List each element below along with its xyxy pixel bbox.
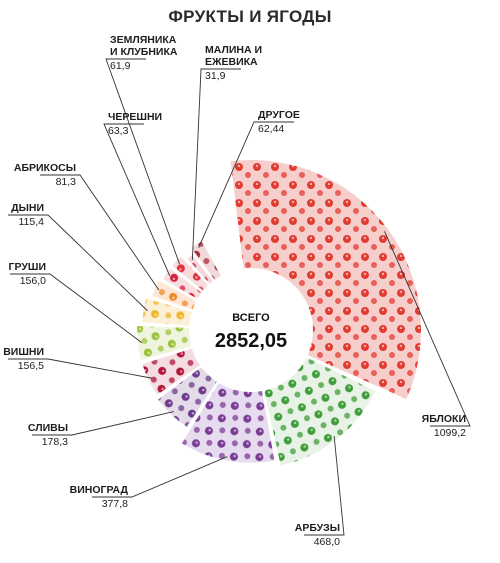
slice-label-5: ВИШНИ [3, 346, 44, 358]
slice-6 [137, 326, 192, 360]
leader-line-2 [304, 435, 345, 536]
leader-line-6 [10, 273, 143, 344]
slice-8 [152, 281, 197, 310]
leader-line-3 [92, 456, 228, 498]
slice-value-5: 156,5 [18, 360, 44, 372]
slice-label-8: АБРИКОСЫ [14, 162, 76, 174]
slice-2 [264, 357, 376, 466]
slice-label-9: ЧЕРЕШНИ [108, 111, 162, 123]
slice-label-11-line-2: ЕЖЕВИКА [205, 56, 258, 68]
leader-lines [8, 58, 471, 536]
leader-line-11 [191, 68, 241, 260]
slice-label-10-line-2: И КЛУБНИКА [110, 46, 178, 58]
leader-line-8 [40, 174, 160, 291]
slice-7 [142, 298, 192, 326]
leader-line-4 [32, 411, 175, 436]
center-hole [194, 273, 308, 387]
leader-line-5 [8, 358, 153, 379]
slice-3 [181, 382, 275, 463]
leader-line-10 [105, 58, 180, 265]
slice-label-1: ЯБЛОКИ [422, 413, 466, 425]
slice-label-7: ДЫНИ [11, 202, 44, 214]
slice-label-6: ГРУШИ [9, 261, 46, 273]
slice-value-8: 81,3 [56, 176, 77, 188]
slice-value-6: 156,0 [20, 275, 46, 287]
slice-5 [142, 348, 200, 395]
slice-label-4: СЛИВЫ [28, 422, 68, 434]
leader-line-9 [103, 123, 171, 277]
slice-10 [172, 256, 209, 291]
chart-title: ФРУКТЫ И ЯГОДЫ [168, 7, 331, 26]
slice-label-10-line-1: ЗЕМЛЯНИКА [110, 34, 177, 46]
leader-line-12 [198, 121, 294, 249]
slice-label-3: ВИНОГРАД [70, 484, 129, 496]
slice-value-1: 1099,2 [434, 427, 466, 439]
slice-value-4: 178,3 [42, 436, 68, 448]
slice-1 [230, 160, 421, 400]
slice-value-9: 63,3 [108, 125, 129, 137]
leader-line-1 [384, 231, 471, 427]
slice-value-10: 61,9 [110, 60, 131, 72]
slice-label-12: ДРУГОЕ [258, 109, 300, 121]
slice-9 [163, 268, 202, 299]
slice-value-3: 377,8 [102, 498, 128, 510]
slice-label-2: АРБУЗЫ [295, 522, 340, 534]
slice-labels: ЯБЛОКИ 1099,2 АРБУЗЫ 468,0 ВИНОГРАД 377,8 СЛИВ… [3, 34, 466, 548]
slice-value-12: 62,44 [258, 123, 284, 135]
slice-value-11: 31,9 [205, 70, 226, 82]
total-value: 2852,05 [215, 330, 287, 352]
slice-value-2: 468,0 [314, 536, 340, 548]
slice-12 [191, 241, 221, 280]
slice-value-7: 115,4 [19, 216, 45, 228]
slice-label-11-line-1: МАЛИНА И [205, 44, 262, 56]
slice-11 [187, 255, 213, 284]
leader-line-7 [8, 214, 148, 312]
total-label: ВСЕГО [232, 312, 270, 324]
slices-group [137, 160, 421, 466]
